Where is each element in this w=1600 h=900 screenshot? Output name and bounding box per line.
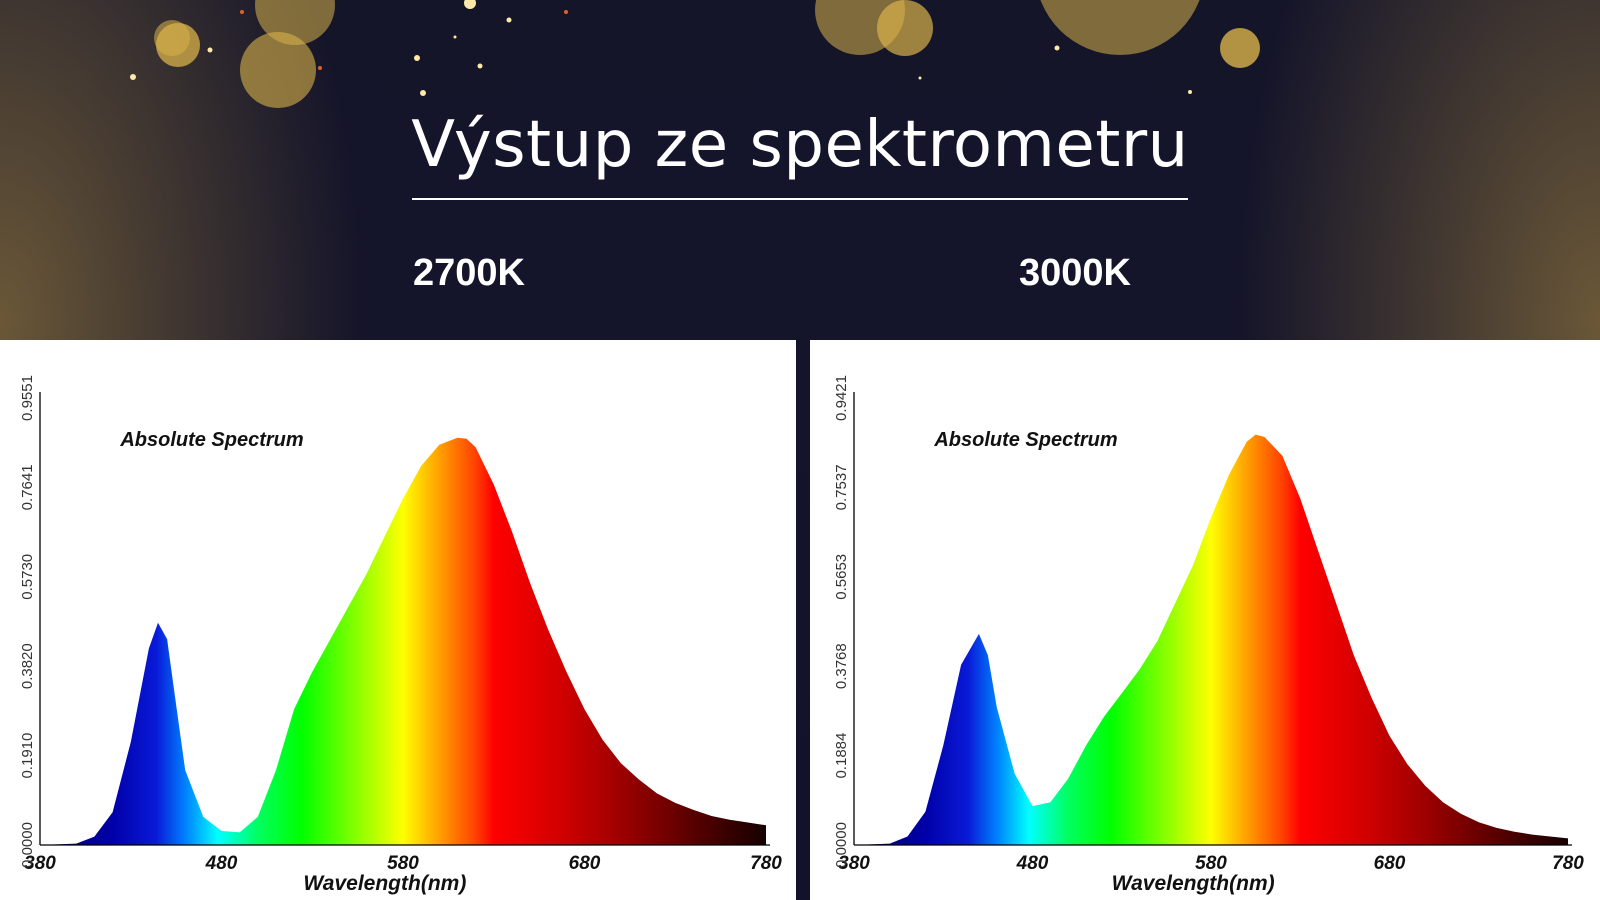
spectrum-chart-3000k: 380 480 580 680 780 0.0000 0.1884 0.3768 0.5653 0… — [810, 340, 1600, 900]
y-tick-label: 0.0000 — [19, 822, 36, 868]
slide-title: Výstup ze spektrometru — [411, 108, 1189, 182]
y-tick-label: 0.3820 — [19, 643, 36, 689]
x-tick-label: 380 — [838, 853, 870, 874]
y-tick-label: 0.0000 — [833, 822, 850, 868]
x-tick-label: 780 — [750, 853, 782, 874]
y-tick-label: 0.9551 — [19, 375, 36, 421]
spectrum-area — [40, 437, 766, 845]
x-axis-label: Wavelength(nm) — [1112, 872, 1275, 895]
x-tick-label: 680 — [1374, 853, 1406, 874]
y-tick-label: 0.3768 — [833, 643, 850, 689]
y-tick-label: 0.9421 — [833, 375, 850, 421]
spectrum-chart-svg-3000k: 380 480 580 680 780 0.0000 0.1884 0.3768 0.5653 0… — [833, 375, 1584, 895]
y-tick-label: 0.1884 — [833, 733, 850, 779]
title-underline — [412, 198, 1188, 200]
y-tick-label: 0.5653 — [833, 554, 850, 600]
x-tick-label: 780 — [1552, 853, 1584, 874]
y-tick-label: 0.5730 — [19, 554, 36, 600]
x-tick-label: 580 — [1195, 853, 1227, 874]
spectrum-chart-svg-2700k: 380 480 580 680 780 0.0000 0.1910 0.3820 0.5730 0… — [19, 375, 782, 895]
y-tick-label: 0.7641 — [19, 464, 36, 510]
spectrum-chart-2700k: 380 480 580 680 780 0.0000 0.1910 0.3820 0.5730 0… — [0, 340, 796, 900]
label-2700k: 2700K — [413, 252, 525, 294]
y-tick-label: 0.1910 — [19, 733, 36, 779]
chart-title: Absolute Spectrum — [933, 429, 1117, 451]
x-tick-label: 580 — [387, 853, 419, 874]
bokeh-lights-decoration — [130, 0, 1260, 108]
label-3000k: 3000K — [1019, 252, 1131, 294]
x-tick-label: 380 — [24, 853, 56, 874]
x-tick-label: 480 — [1016, 853, 1049, 874]
x-axis-label: Wavelength(nm) — [303, 872, 466, 895]
x-tick-label: 480 — [205, 853, 238, 874]
chart-title: Absolute Spectrum — [119, 429, 303, 451]
x-tick-label: 680 — [569, 853, 601, 874]
spectrum-area — [854, 434, 1568, 845]
y-tick-label: 0.7537 — [833, 464, 850, 510]
